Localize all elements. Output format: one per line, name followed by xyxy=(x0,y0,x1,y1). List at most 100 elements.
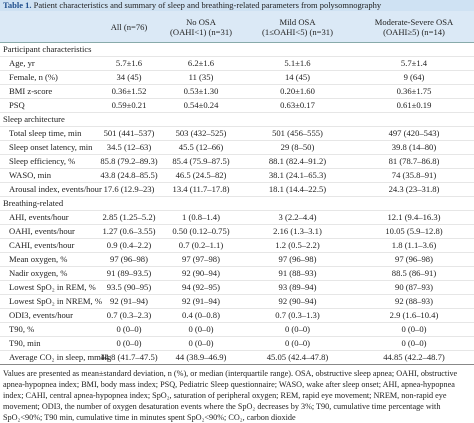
value-cell: 5.7±1.4 xyxy=(354,56,474,71)
value-cell: 39.8 (14–80) xyxy=(354,140,474,155)
value-cell: 34.5 (12–63) xyxy=(97,140,161,155)
value-cell: 93.5 (90–95) xyxy=(97,280,161,295)
value-cell: 85.8 (79.2–89.3) xyxy=(97,154,161,169)
value-cell: 2.9 (1.6–10.4) xyxy=(354,308,474,323)
data-row: Sleep efficiency, % 85.8 (79.2–89.3) 85.4 … xyxy=(0,154,474,169)
row-label: BMI z-score xyxy=(0,84,97,99)
row-label: Mean oxygen, % xyxy=(0,252,97,267)
value-cell: 0.61±0.19 xyxy=(354,98,474,113)
header-text: (1≤OAHI<5) (n=31) xyxy=(262,26,333,37)
row-label: Sleep onset latency, min xyxy=(0,140,97,155)
value-cell: 45.5 (12–66) xyxy=(161,140,241,155)
value-cell: 6.2±1.6 xyxy=(161,56,241,71)
value-cell: 0.7 (0.3–1.3) xyxy=(241,308,354,323)
value-cell: 29 (8–50) xyxy=(241,140,354,155)
value-cell: 17.6 (12.9–23) xyxy=(97,182,161,197)
value-cell: 0 (0–0) xyxy=(97,322,161,337)
row-label: OAHI, events/hour xyxy=(0,224,97,239)
value-cell: 46.5 (24.5–82) xyxy=(161,168,241,183)
row-label: Arousal index, events/hour xyxy=(0,182,102,197)
value-cell: 74 (35.8–91) xyxy=(354,168,474,183)
table-label: Table 1. xyxy=(3,0,32,10)
footnote: Values are presented as mean±standard de… xyxy=(3,369,458,422)
data-row: AHI, events/hour 2.85 (1.25–5.2) 1 (0.8–1.… xyxy=(0,210,474,225)
data-row: Age, yr 5.7±1.6 6.2±1.6 5.1±1.6 5.7±1.4 xyxy=(0,56,474,71)
value-cell: 0 (0–0) xyxy=(354,322,474,337)
value-cell: 44.8 (41.7–47.5) xyxy=(97,350,161,365)
header-row: All (n=76) No OSA (OAHI<1) (n=31) Mild OSA(… xyxy=(0,11,474,43)
value-cell: 92 (90–94) xyxy=(161,266,241,281)
value-cell: 14 (45) xyxy=(241,70,354,85)
header-text: All (n=76) xyxy=(110,21,148,32)
value-cell: 97 (96–98) xyxy=(354,252,474,267)
value-cell: 18.1 (14.4–22.5) xyxy=(241,182,354,197)
value-cell: 5.1±1.6 xyxy=(241,56,354,71)
data-row: T90, % 0 (0–0) 0 (0–0) 0 (0–0) 0 (0–0) xyxy=(0,322,474,337)
value-cell: 497 (420–543) xyxy=(354,126,474,141)
title-text: Patient characteristics and summary of s… xyxy=(33,0,382,10)
value-cell: 0.7 (0.2–1.1) xyxy=(161,238,241,253)
data-row: Total sleep time, min 501 (441–537) 503 (4… xyxy=(0,126,474,141)
value-cell: 0.50 (0.12–0.75) xyxy=(161,224,241,239)
row-label: Female, n (%) xyxy=(0,70,97,85)
row-label: Total sleep time, min xyxy=(0,126,97,141)
table-title: Table 1. Patient characteristics and sum… xyxy=(0,0,474,11)
data-row: Sleep onset latency, min 34.5 (12–63) 45.5… xyxy=(0,140,474,155)
value-cell: 12.1 (9.4–16.3) xyxy=(354,210,474,225)
value-cell: 92 (91–94) xyxy=(97,294,161,309)
section-row: Participant characteristics xyxy=(0,42,474,57)
value-cell: 0.7 (0.3–2.3) xyxy=(97,308,161,323)
data-row: Average CO₂ in sleep, mmHg 44.8 (41.7–47.… xyxy=(0,350,474,365)
value-cell: 11 (35) xyxy=(161,70,241,85)
value-cell: 91 (88–93) xyxy=(241,266,354,281)
value-cell: 0.63±0.17 xyxy=(241,98,354,113)
row-label: Nadir oxygen, % xyxy=(0,266,97,281)
data-row: T90, min 0 (0–0) 0 (0–0) 0 (0–0) 0 (0–0) xyxy=(0,336,474,351)
value-cell: 0 (0–0) xyxy=(241,336,354,351)
header-cell: All (n=76) xyxy=(97,11,161,43)
value-cell: 90 (87–93) xyxy=(354,280,474,295)
row-label: T90, min xyxy=(0,336,97,351)
value-cell: 94 (92–95) xyxy=(161,280,241,295)
value-cell: 0.36±1.75 xyxy=(354,84,474,99)
value-cell: 3 (2.2–4.4) xyxy=(241,210,354,225)
header-text: (OAHI≥5) (n=14) xyxy=(383,26,445,37)
data-row: BMI z-score 0.36±1.52 0.53±1.30 0.20±1.60 0.… xyxy=(0,84,474,99)
value-cell: 85.4 (75.9–87.5) xyxy=(161,154,241,169)
section-row: Sleep architecture xyxy=(0,112,474,127)
value-cell: 0.9 (0.4–2.2) xyxy=(97,238,161,253)
value-cell: 34 (45) xyxy=(97,70,161,85)
value-cell: 1.27 (0.6–3.55) xyxy=(97,224,161,239)
value-cell: 97 (96–98) xyxy=(241,252,354,267)
value-cell: 0.54±0.24 xyxy=(161,98,241,113)
row-label: PSQ xyxy=(0,98,97,113)
value-cell: 0.53±1.30 xyxy=(161,84,241,99)
value-cell: 0 (0–0) xyxy=(354,336,474,351)
value-cell: 92 (90–94) xyxy=(241,294,354,309)
data-row: OAHI, events/hour 1.27 (0.6–3.55) 0.50 (0.… xyxy=(0,224,474,239)
value-cell: 43.8 (24.8–85.5) xyxy=(97,168,161,183)
value-cell: 503 (432–525) xyxy=(161,126,241,141)
row-label: Lowest SpO₂ in REM, % xyxy=(0,280,97,295)
row-label: Lowest SpO₂ in NREM, % xyxy=(0,294,102,309)
value-cell: 0 (0–0) xyxy=(97,336,161,351)
data-row: Lowest SpO₂ in NREM, % 92 (91–94) 92 (91–9… xyxy=(0,294,474,309)
value-cell: 0.20±1.60 xyxy=(241,84,354,99)
value-cell: 501 (441–537) xyxy=(97,126,161,141)
value-cell: 9 (64) xyxy=(354,70,474,85)
table-body: Participant characteristics Age, yr 5.7±1.… xyxy=(0,42,474,365)
value-cell: 91 (89–93.5) xyxy=(97,266,161,281)
value-cell: 93 (89–94) xyxy=(241,280,354,295)
row-label: CAHI, events/hour xyxy=(0,238,97,253)
data-row: CAHI, events/hour 0.9 (0.4–2.2) 0.7 (0.2–1… xyxy=(0,238,474,253)
value-cell: 2.85 (1.25–5.2) xyxy=(97,210,161,225)
data-row: PSQ 0.59±0.21 0.54±0.24 0.63±0.17 0.61±0.19 xyxy=(0,98,474,113)
row-label: T90, % xyxy=(0,322,97,337)
data-row: Lowest SpO₂ in REM, % 93.5 (90–95) 94 (92–… xyxy=(0,280,474,295)
header-cell: Mild OSA (1≤OAHI<5) (n=31) xyxy=(241,11,354,43)
value-cell: 1.2 (0.5–2.2) xyxy=(241,238,354,253)
header-text: No OSA xyxy=(186,16,216,27)
value-cell: 88.1 (82.4–91.2) xyxy=(241,154,354,169)
row-label: Average CO₂ in sleep, mmHg xyxy=(0,350,111,365)
